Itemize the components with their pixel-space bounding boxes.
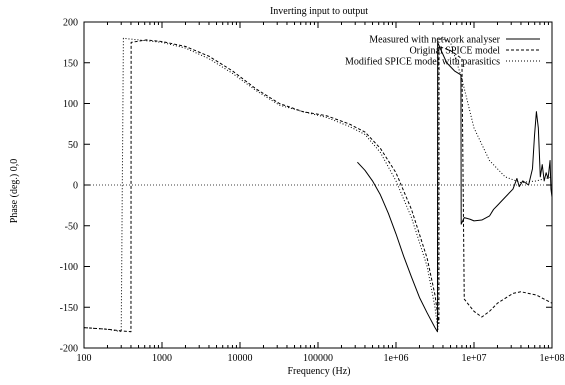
- series-line-1: [357, 41, 553, 333]
- y-tick-label: 200: [63, 18, 78, 29]
- series-layer: [83, 37, 553, 333]
- legend-label: Original SPICE model: [409, 46, 500, 57]
- x-tick-label: 1e+08: [539, 353, 564, 364]
- chart-title: Inverting input to output: [270, 6, 368, 17]
- x-axis-label: Frequency (Hz): [287, 366, 350, 377]
- y-tick-label: -150: [60, 303, 78, 314]
- legend-label: Modified SPICE model with parasitics: [345, 57, 500, 68]
- y-tick-label: 100: [63, 99, 78, 110]
- y-axis-label: Phase (deg.) 0,0: [9, 159, 20, 223]
- y-tick-label: 50: [68, 140, 78, 151]
- series-line-3: [83, 37, 553, 333]
- series-line-2: [83, 39, 553, 333]
- y-tick-label: 150: [63, 58, 78, 69]
- x-tick-label: 100000: [303, 353, 333, 364]
- x-tick-label: 100: [77, 353, 92, 364]
- y-tick-label: 0: [73, 181, 78, 192]
- x-tick-label: 1000: [152, 353, 172, 364]
- x-tick-label: 1e+07: [461, 353, 486, 364]
- legend-label: Measured with network analyser: [369, 35, 500, 46]
- y-tick-label: -100: [60, 262, 78, 273]
- y-tick-label: -50: [65, 221, 78, 232]
- x-tick-label: 1e+06: [383, 353, 408, 364]
- x-tick-label: 10000: [228, 353, 253, 364]
- y-tick-label: -200: [60, 344, 78, 355]
